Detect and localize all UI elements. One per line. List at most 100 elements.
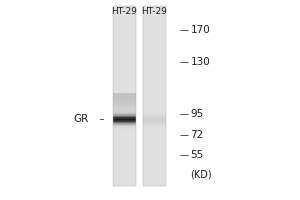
Bar: [113, 159, 136, 160]
Bar: [143, 76, 166, 77]
Bar: [143, 136, 166, 137]
Bar: [143, 6, 166, 7]
Bar: [113, 11, 136, 12]
Bar: [113, 51, 136, 52]
Bar: [113, 19, 136, 20]
Bar: [143, 62, 166, 64]
Bar: [113, 77, 136, 78]
Bar: [113, 28, 136, 29]
Bar: [113, 135, 136, 136]
Bar: [113, 163, 136, 164]
Bar: [143, 89, 166, 90]
Bar: [113, 140, 136, 141]
Bar: [113, 108, 136, 109]
Bar: [143, 82, 166, 83]
Bar: [143, 56, 166, 57]
Bar: [113, 37, 136, 38]
Bar: [143, 154, 166, 155]
Bar: [143, 57, 166, 58]
Bar: [143, 41, 166, 42]
Bar: [113, 61, 136, 62]
Bar: [113, 126, 136, 127]
Bar: [143, 145, 166, 146]
Bar: [143, 68, 166, 69]
Bar: [143, 13, 166, 14]
Bar: [113, 91, 136, 92]
Bar: [113, 149, 136, 150]
Bar: [113, 113, 136, 114]
Bar: [143, 166, 166, 167]
Text: HT-29: HT-29: [112, 7, 137, 16]
Bar: [113, 160, 136, 161]
Bar: [113, 99, 136, 100]
Bar: [143, 8, 166, 9]
Bar: [113, 75, 136, 76]
Bar: [143, 44, 166, 45]
Bar: [113, 48, 136, 49]
Bar: [143, 90, 166, 91]
Bar: [143, 114, 166, 115]
Bar: [113, 124, 136, 125]
Bar: [143, 133, 166, 134]
Bar: [113, 118, 136, 119]
Bar: [143, 17, 166, 18]
Bar: [113, 36, 136, 37]
Bar: [143, 96, 166, 97]
Bar: [113, 150, 136, 151]
Bar: [113, 158, 136, 159]
Bar: [143, 152, 166, 154]
Bar: [113, 109, 136, 110]
Bar: [113, 12, 136, 13]
Bar: [143, 93, 166, 94]
Bar: [143, 121, 166, 122]
Bar: [113, 39, 136, 40]
Bar: [143, 45, 166, 46]
Bar: [143, 155, 166, 156]
Bar: [143, 77, 166, 78]
Bar: [113, 45, 136, 46]
Bar: [113, 44, 136, 45]
Bar: [113, 156, 136, 157]
Bar: [143, 153, 166, 154]
Bar: [113, 86, 136, 87]
Bar: [143, 129, 166, 130]
Bar: [113, 176, 136, 177]
Bar: [143, 122, 166, 123]
Bar: [113, 9, 136, 10]
Bar: [113, 152, 136, 153]
Bar: [143, 120, 166, 121]
Bar: [143, 53, 166, 54]
Bar: [143, 88, 166, 89]
Bar: [143, 118, 166, 119]
Bar: [113, 129, 136, 130]
Bar: [113, 32, 136, 33]
Bar: [143, 19, 166, 20]
Bar: [113, 121, 136, 122]
Bar: [143, 95, 166, 96]
Bar: [143, 101, 166, 102]
Bar: [113, 78, 136, 79]
Bar: [113, 6, 136, 7]
Bar: [113, 177, 136, 178]
Bar: [143, 102, 166, 103]
Bar: [143, 48, 166, 49]
Bar: [143, 10, 166, 11]
Bar: [113, 168, 136, 169]
Bar: [113, 102, 136, 103]
Bar: [113, 30, 136, 31]
Bar: [143, 28, 166, 29]
Bar: [143, 71, 166, 72]
Bar: [113, 49, 136, 50]
Bar: [143, 33, 166, 34]
Bar: [143, 147, 166, 148]
Bar: [113, 164, 136, 165]
Bar: [113, 108, 136, 109]
Text: (KD): (KD): [190, 169, 212, 179]
Bar: [113, 96, 136, 97]
Bar: [143, 178, 166, 179]
Bar: [143, 138, 166, 139]
Bar: [113, 153, 136, 154]
Bar: [143, 162, 166, 163]
Bar: [113, 116, 136, 117]
Bar: [113, 114, 136, 115]
